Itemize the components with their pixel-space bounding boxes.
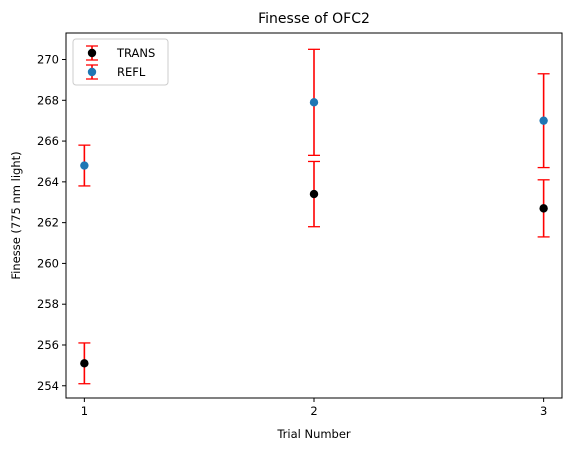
- legend-marker-refl: [87, 67, 97, 77]
- chart-marks: [78, 48, 550, 385]
- data-point-refl: [309, 98, 319, 107]
- chart-title: Finesse of OFC2: [258, 11, 370, 27]
- y-tick-label: 254: [37, 379, 59, 393]
- data-point-refl: [539, 116, 548, 125]
- legend-label-refl: REFL: [117, 65, 146, 79]
- y-tick-label: 266: [37, 134, 59, 148]
- legend-label-trans: TRANS: [116, 46, 155, 60]
- x-tick-label: 1: [81, 404, 88, 418]
- y-axis-label: Finesse (775 nm light): [9, 151, 23, 279]
- legend-item-trans: TRANS: [86, 45, 155, 61]
- legend-box: [72, 38, 169, 86]
- x-tick-label: 2: [310, 404, 317, 418]
- y-tick-label: 270: [37, 53, 59, 67]
- legend-item-refl: REFL: [86, 64, 146, 80]
- y-axis: 254 256 258 260 262 264 266 268 270: [37, 53, 66, 393]
- y-tick-label: 264: [37, 175, 59, 189]
- data-point-trans: [80, 359, 89, 368]
- data-point-refl: [80, 161, 89, 170]
- data-point-trans: [309, 189, 319, 199]
- x-axis-label: Trial Number: [276, 427, 351, 441]
- data-point-trans: [539, 204, 548, 213]
- x-axis: 1 2 3: [81, 398, 547, 418]
- y-tick-label: 260: [37, 256, 59, 270]
- y-tick-label: 268: [37, 93, 59, 107]
- x-tick-label: 3: [540, 404, 547, 418]
- legend-marker-trans: [87, 48, 97, 58]
- legend: TRANS REFL: [72, 38, 169, 86]
- y-tick-label: 258: [37, 297, 59, 311]
- y-tick-label: 256: [37, 338, 59, 352]
- y-tick-label: 262: [37, 216, 59, 230]
